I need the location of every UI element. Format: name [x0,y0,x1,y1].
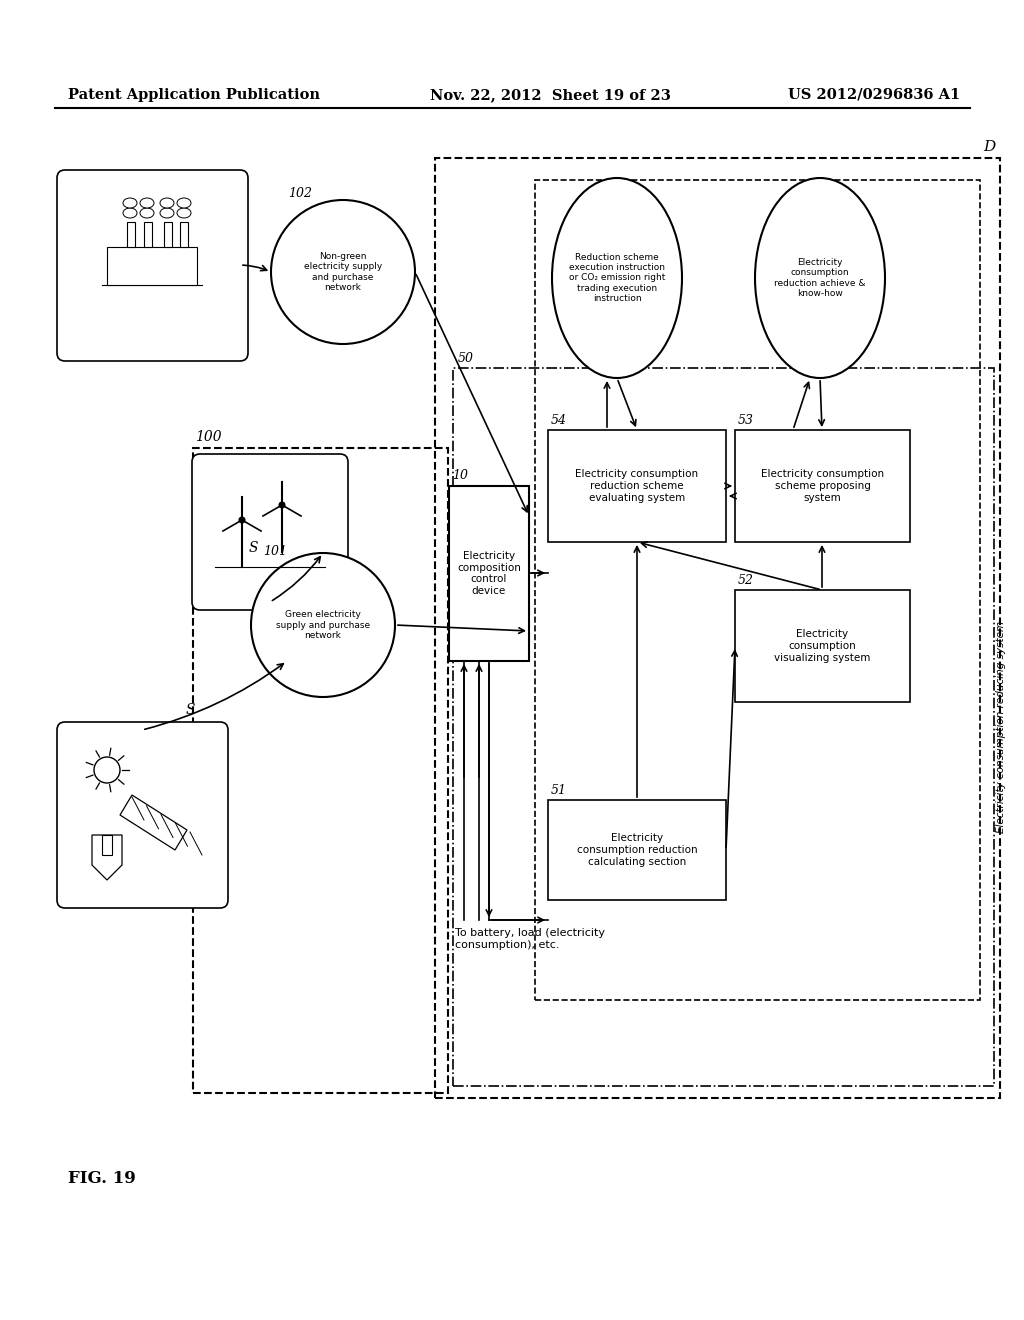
Bar [102,836,112,855]
Bar [435,158,1000,1098]
Text: Reduction scheme
execution instruction
or CO₂ emission right
trading execution
i: Reduction scheme execution instruction o… [568,252,666,304]
Text: 101: 101 [263,545,287,558]
Text: 102: 102 [288,187,312,201]
Text: Electricity consumption
scheme proposing
system: Electricity consumption scheme proposing… [761,470,884,503]
Bar [548,800,726,900]
FancyBboxPatch shape [57,722,228,908]
Text: 53: 53 [738,414,754,426]
Text: Electricity
consumption
reduction achieve &
know-how: Electricity consumption reduction achiev… [774,257,865,298]
Text: Green electricity
supply and purchase
network: Green electricity supply and purchase ne… [275,610,370,640]
Text: Electricity
consumption reduction
calculating section: Electricity consumption reduction calcul… [577,833,697,867]
Text: Electricity
consumption
visualizing system: Electricity consumption visualizing syst… [774,630,870,663]
Polygon shape [92,836,122,880]
Circle shape [279,502,285,508]
Bar [164,222,172,247]
Text: FIG. 19: FIG. 19 [68,1170,136,1187]
Text: Electricity consumption
reduction scheme
evaluating system: Electricity consumption reduction scheme… [575,470,698,503]
Ellipse shape [160,209,174,218]
Text: US 2012/0296836 A1: US 2012/0296836 A1 [787,88,961,102]
Bar [735,590,910,702]
Circle shape [94,756,120,783]
FancyBboxPatch shape [193,454,348,610]
Ellipse shape [123,198,137,209]
Text: 54: 54 [551,414,567,426]
FancyBboxPatch shape [57,170,248,360]
Text: 10: 10 [452,469,468,482]
Text: D: D [983,140,995,154]
Ellipse shape [160,198,174,209]
Ellipse shape [177,209,191,218]
Ellipse shape [177,198,191,209]
Bar [144,222,152,247]
Bar [449,486,529,661]
Ellipse shape [140,209,154,218]
Text: 100: 100 [195,430,221,444]
Circle shape [239,517,245,523]
Bar [548,430,726,543]
Ellipse shape [552,178,682,378]
Bar [535,180,980,1001]
Bar [193,447,449,1093]
Bar [453,368,994,1086]
Ellipse shape [140,198,154,209]
Text: 51: 51 [551,784,567,797]
Text: Patent Application Publication: Patent Application Publication [68,88,319,102]
Circle shape [251,553,395,697]
Ellipse shape [123,209,137,218]
Bar [127,222,135,247]
Text: 52: 52 [738,574,754,587]
Bar [180,222,188,247]
Text: S: S [185,704,195,717]
Bar [106,247,197,285]
Bar [735,430,910,543]
Ellipse shape [755,178,885,378]
Text: Electricity consumption reducing system: Electricity consumption reducing system [996,620,1006,833]
Text: To battery, load (electricity
consumption), etc.: To battery, load (electricity consumptio… [455,928,605,949]
Text: S: S [248,541,258,554]
Text: Non-green
electricity supply
and purchase
network: Non-green electricity supply and purchas… [304,252,382,292]
Text: Nov. 22, 2012  Sheet 19 of 23: Nov. 22, 2012 Sheet 19 of 23 [430,88,671,102]
Text: Electricity
composition
control
device: Electricity composition control device [457,552,521,595]
Text: 50: 50 [458,352,474,366]
Circle shape [271,201,415,345]
